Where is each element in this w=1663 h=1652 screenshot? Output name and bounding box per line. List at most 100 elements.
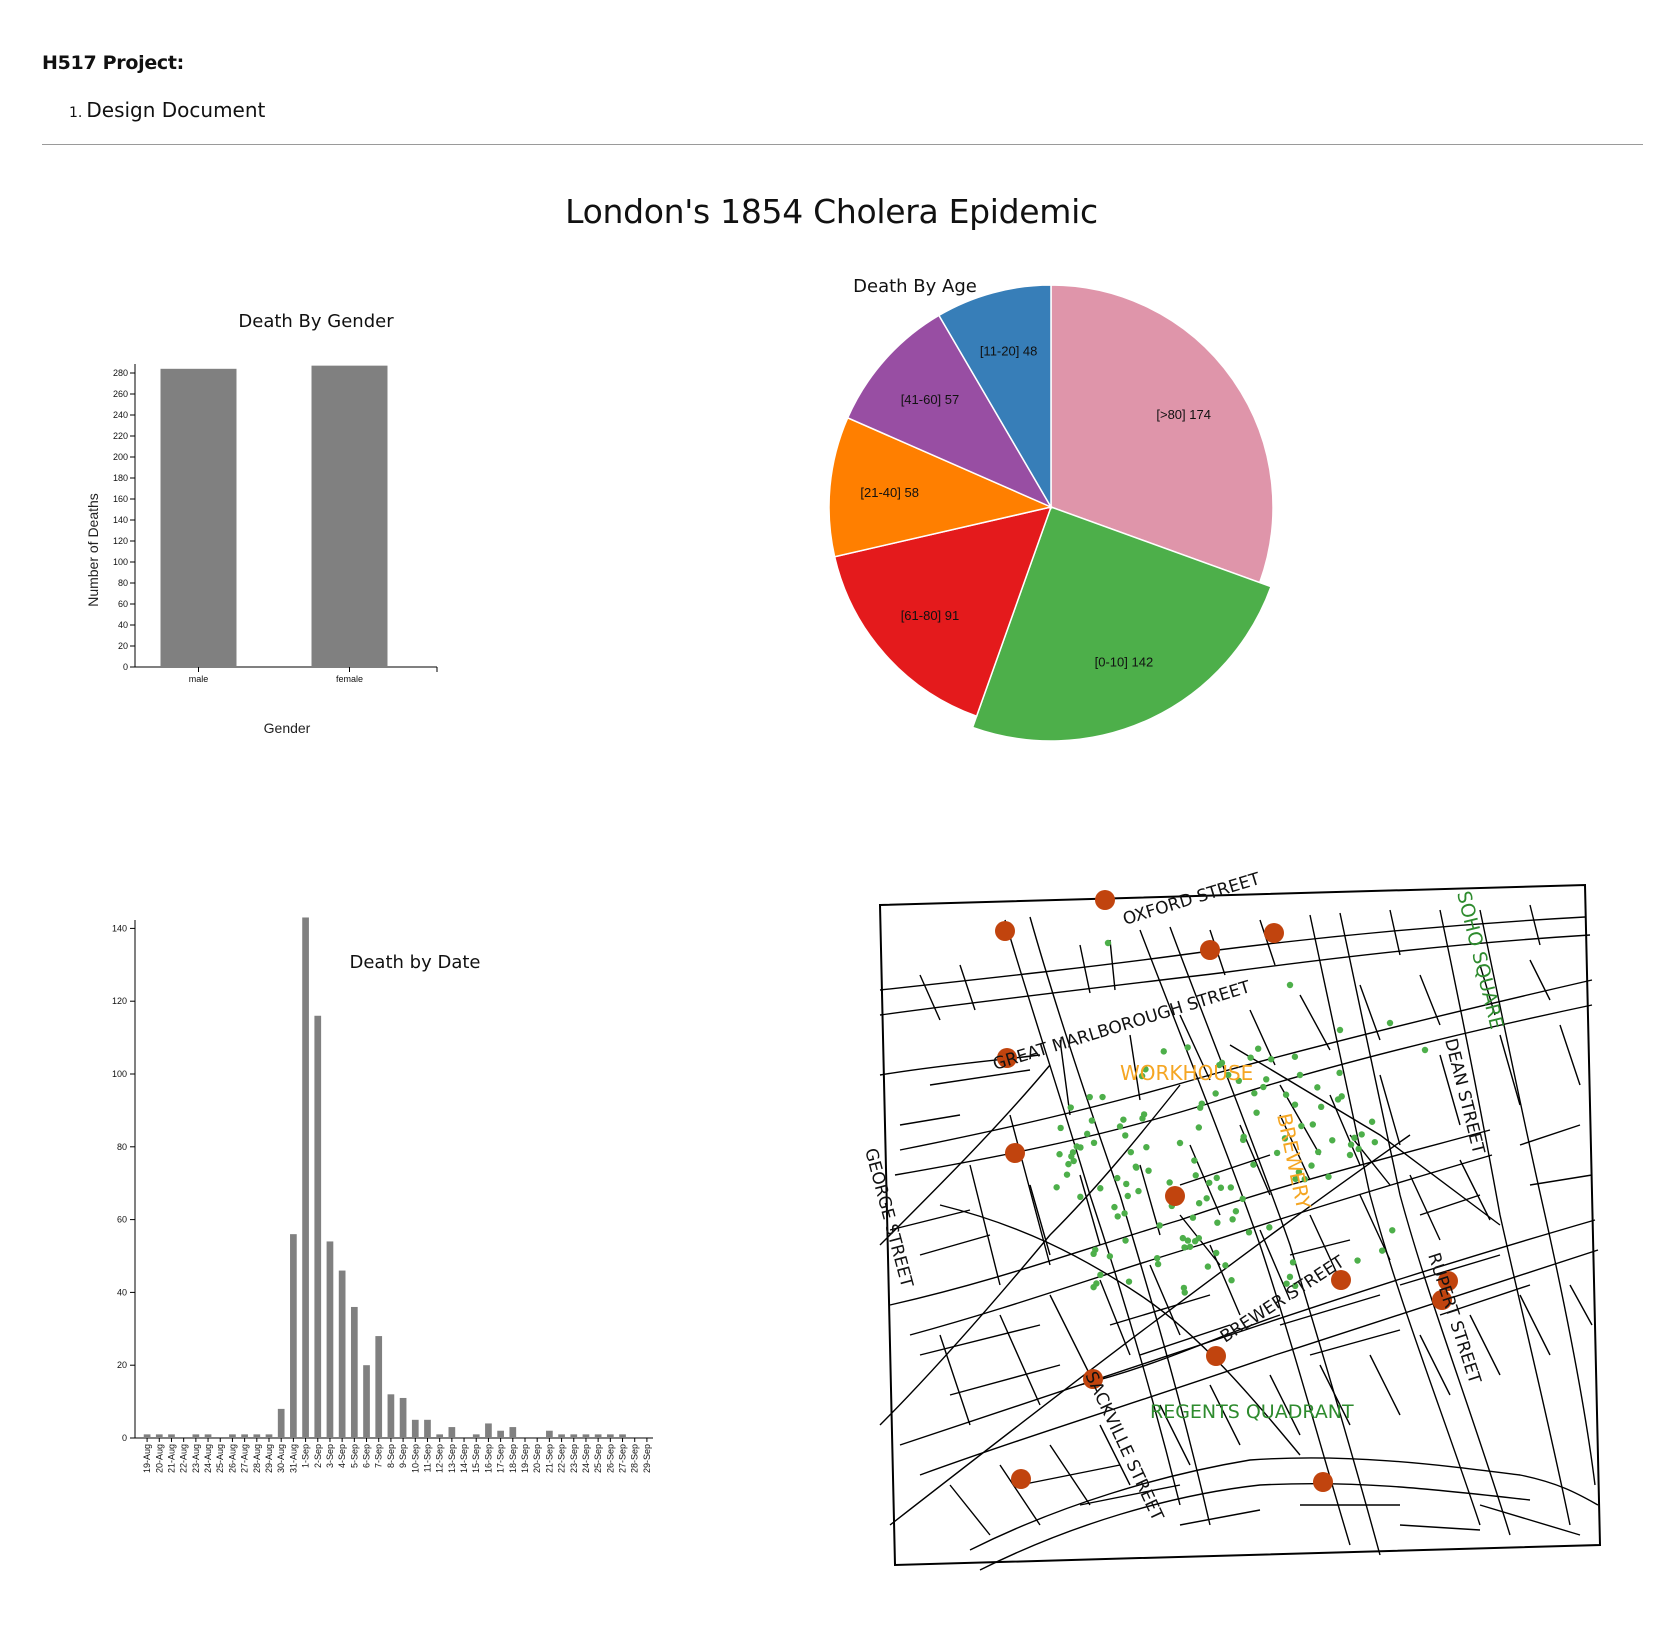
age-chart-title: Death By Age <box>853 276 977 297</box>
death-dot <box>1124 1192 1131 1200</box>
date-bar[interactable] <box>485 1423 492 1438</box>
death-dot <box>1235 1077 1243 1085</box>
death-dot <box>1184 1044 1191 1051</box>
date-bar[interactable] <box>265 1434 273 1438</box>
date-bar[interactable] <box>582 1434 590 1438</box>
date-x-tick-label: 19-Aug <box>142 1444 152 1473</box>
pie-slice[interactable] <box>937 284 1052 510</box>
death-dot <box>1253 1109 1260 1116</box>
date-x-tick-label: 9-Sep <box>398 1444 408 1468</box>
death-dot <box>1154 1260 1162 1268</box>
death-dot <box>1336 1069 1343 1077</box>
date-bar[interactable] <box>302 917 309 1438</box>
pie-slice[interactable] <box>971 506 1272 742</box>
date-bar[interactable] <box>448 1427 456 1438</box>
pump-marker[interactable] <box>1438 1271 1458 1291</box>
date-bar[interactable] <box>350 1306 358 1438</box>
pump-marker[interactable] <box>1264 923 1284 943</box>
death-dot <box>1120 1116 1127 1123</box>
pie-slice[interactable] <box>828 416 1054 558</box>
date-bar[interactable] <box>204 1434 212 1438</box>
design-document-link[interactable]: Design Document <box>86 98 266 122</box>
date-chart-title: Death by Date <box>350 952 481 973</box>
pump-marker[interactable] <box>1011 1469 1031 1489</box>
death-dot <box>1217 1184 1225 1191</box>
date-x-tick-label: 22-Sep <box>557 1444 567 1473</box>
date-bar[interactable] <box>375 1336 383 1438</box>
date-bar[interactable] <box>277 1408 285 1438</box>
gender-y-tick-label: 220 <box>113 431 128 441</box>
date-bar[interactable] <box>424 1419 431 1438</box>
death-dot <box>1090 1139 1098 1147</box>
date-bar[interactable] <box>155 1434 163 1438</box>
project-label: H517 Project: <box>42 52 184 74</box>
date-bar[interactable] <box>399 1397 407 1438</box>
date-bar[interactable] <box>619 1434 626 1438</box>
date-bar[interactable] <box>509 1427 517 1438</box>
date-x-tick-label: 21-Sep <box>544 1444 554 1473</box>
death-dot <box>1121 1210 1128 1217</box>
snow-map[interactable]: OXFORD STREET GREAT MARLBOROUGH STREET D… <box>860 869 1630 1585</box>
date-bar[interactable] <box>338 1270 346 1438</box>
gender-bar-male[interactable] <box>160 368 237 667</box>
pie-slice[interactable] <box>1050 284 1274 584</box>
date-bar[interactable] <box>229 1434 236 1438</box>
pump-marker[interactable] <box>1432 1290 1452 1310</box>
date-bar[interactable] <box>241 1434 248 1438</box>
death-dot <box>1283 1280 1290 1287</box>
death-dot <box>1122 1132 1129 1139</box>
gender-y-tick-label: 240 <box>113 410 128 420</box>
death-dot <box>1308 1162 1315 1169</box>
death-dot <box>1088 1117 1096 1124</box>
date-bar[interactable] <box>192 1434 200 1438</box>
date-bar[interactable] <box>606 1434 614 1438</box>
pump-marker[interactable] <box>1165 1186 1185 1206</box>
date-bar[interactable] <box>411 1419 419 1438</box>
gender-bar-female[interactable] <box>311 365 388 667</box>
date-bar[interactable] <box>594 1434 602 1438</box>
date-bar[interactable] <box>436 1434 444 1438</box>
map-label-workhouse: WORKHOUSE <box>1120 1061 1253 1085</box>
date-x-tick-label: 2-Sep <box>313 1444 323 1468</box>
pump-marker[interactable] <box>1083 1369 1103 1389</box>
date-bar[interactable] <box>546 1430 553 1438</box>
date-x-tick-label: 26-Aug <box>227 1444 237 1473</box>
date-bar[interactable] <box>143 1434 151 1438</box>
death-dot <box>1354 1257 1361 1264</box>
date-bar[interactable] <box>326 1241 334 1438</box>
pump-marker[interactable] <box>1331 1270 1351 1290</box>
date-x-tick-label: 25-Aug <box>215 1444 225 1473</box>
pump-marker[interactable] <box>1200 940 1220 960</box>
date-bar[interactable] <box>570 1434 578 1438</box>
date-bar[interactable] <box>363 1365 370 1438</box>
gender-chart: Death By Gender 0 20 40 60 80 100 120 140 160 180… <box>85 311 438 736</box>
date-bar[interactable] <box>290 1234 297 1438</box>
date-bar[interactable] <box>497 1430 504 1438</box>
death-dot <box>1315 1148 1322 1156</box>
date-x-tick-label: 14-Sep <box>459 1444 469 1473</box>
date-x-tick-label: 5-Sep <box>349 1444 359 1468</box>
date-bar[interactable] <box>314 1015 322 1438</box>
pie-slice[interactable] <box>833 505 1053 718</box>
pump-marker[interactable] <box>1313 1472 1333 1492</box>
pie-slice[interactable] <box>846 314 1053 509</box>
pump-marker[interactable] <box>1005 1143 1025 1163</box>
date-x-tick-label: 27-Aug <box>240 1444 250 1473</box>
death-dot <box>1196 1104 1204 1111</box>
death-dot <box>1213 1249 1220 1257</box>
date-bar[interactable] <box>168 1434 175 1438</box>
death-dot <box>1251 1090 1258 1097</box>
death-dot <box>1371 1138 1379 1146</box>
pie-labels: [>80] 174 [0-10] 142 [61-80] 91 [21-40] 58 [… <box>860 344 1211 670</box>
date-bar[interactable] <box>472 1434 480 1438</box>
date-x-tick-label: 16-Sep <box>483 1444 493 1473</box>
date-bar[interactable] <box>558 1434 565 1438</box>
pump-marker[interactable] <box>1095 890 1115 910</box>
pump-marker[interactable] <box>997 1048 1017 1068</box>
pump-marker[interactable] <box>995 921 1015 941</box>
pump-marker[interactable] <box>1206 1346 1226 1366</box>
death-dot <box>1355 1145 1362 1153</box>
date-bar[interactable] <box>253 1434 261 1438</box>
date-bar[interactable] <box>387 1394 395 1438</box>
